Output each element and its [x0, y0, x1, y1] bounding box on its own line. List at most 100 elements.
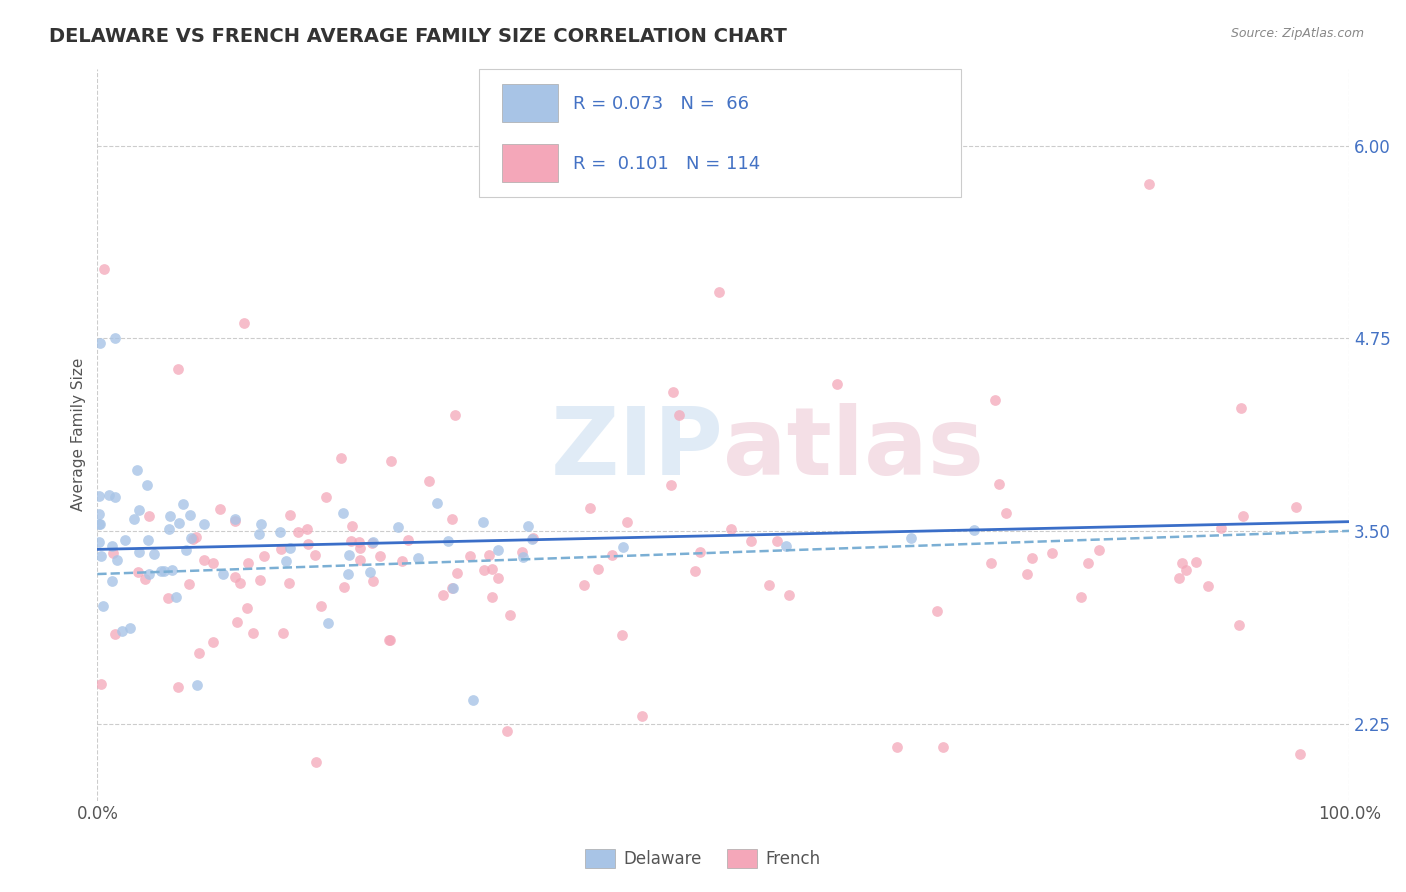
Point: [93, 261, 115, 276]
Text: DELAWARE VS FRENCH AVERAGE FAMILY SIZE CORRELATION CHART: DELAWARE VS FRENCH AVERAGE FAMILY SIZE C…: [49, 27, 787, 45]
Point: [361, 534, 384, 549]
Point: [925, 604, 948, 618]
Point: [224, 512, 246, 526]
Point: [114, 533, 136, 547]
Point: [233, 316, 256, 330]
Point: [333, 580, 356, 594]
Point: [278, 575, 301, 590]
Point: [458, 549, 481, 564]
Point: [297, 536, 319, 550]
Point: [659, 478, 682, 492]
Point: [224, 570, 246, 584]
Point: [758, 578, 780, 592]
Point: [127, 565, 149, 579]
Point: [136, 533, 159, 548]
Point: [159, 508, 181, 523]
Point: [287, 525, 309, 540]
Point: [209, 502, 232, 516]
Point: [226, 615, 249, 630]
Point: [1137, 177, 1160, 191]
Point: [165, 591, 187, 605]
Point: [486, 571, 509, 585]
Point: [156, 591, 179, 606]
Point: [87, 516, 110, 531]
Point: [1088, 542, 1111, 557]
Y-axis label: Average Family Size: Average Family Size: [72, 358, 86, 511]
Point: [172, 497, 194, 511]
Point: [522, 531, 544, 545]
Point: [179, 508, 201, 523]
Point: [270, 542, 292, 557]
Point: [368, 549, 391, 564]
Point: [274, 554, 297, 568]
Point: [987, 476, 1010, 491]
Point: [201, 557, 224, 571]
Point: [707, 285, 730, 299]
Point: [122, 511, 145, 525]
Point: [167, 680, 190, 694]
Point: [387, 520, 409, 534]
Point: [249, 517, 271, 532]
Point: [496, 724, 519, 739]
Point: [586, 562, 609, 576]
Point: [516, 518, 538, 533]
Point: [1070, 590, 1092, 604]
Point: [104, 627, 127, 641]
Point: [522, 532, 544, 546]
Point: [900, 531, 922, 545]
Point: [224, 514, 246, 528]
Point: [461, 693, 484, 707]
Point: [361, 535, 384, 549]
Point: [101, 574, 124, 589]
Point: [305, 755, 328, 769]
Point: [242, 625, 264, 640]
Point: [446, 566, 468, 580]
Point: [778, 588, 800, 602]
Point: [177, 576, 200, 591]
Point: [304, 549, 326, 563]
Point: [1227, 617, 1250, 632]
Point: [98, 488, 121, 502]
Point: [153, 564, 176, 578]
FancyBboxPatch shape: [479, 69, 962, 196]
Point: [128, 545, 150, 559]
Point: [631, 709, 654, 723]
Point: [1289, 747, 1312, 762]
Point: [995, 507, 1018, 521]
Point: [91, 599, 114, 613]
Point: [612, 540, 634, 554]
Point: [269, 525, 291, 540]
Point: [136, 477, 159, 491]
Point: [683, 564, 706, 578]
Point: [174, 542, 197, 557]
Point: [478, 548, 501, 562]
Point: [229, 576, 252, 591]
Point: [89, 335, 111, 350]
Point: [253, 549, 276, 563]
Point: [689, 545, 711, 559]
Point: [247, 526, 270, 541]
Point: [1230, 401, 1253, 415]
Point: [391, 554, 413, 568]
Point: [211, 567, 233, 582]
Point: [184, 530, 207, 544]
Point: [668, 409, 690, 423]
Point: [316, 616, 339, 631]
Point: [340, 518, 363, 533]
Point: [127, 463, 149, 477]
Point: [1232, 508, 1254, 523]
Point: [610, 628, 633, 642]
FancyBboxPatch shape: [502, 144, 558, 182]
Point: [984, 392, 1007, 407]
Point: [134, 572, 156, 586]
Point: [332, 506, 354, 520]
Point: [347, 534, 370, 549]
Point: [1211, 521, 1233, 535]
Point: [340, 533, 363, 548]
Point: [90, 676, 112, 690]
Point: [359, 565, 381, 579]
Point: [105, 553, 128, 567]
Point: [432, 588, 454, 602]
Point: [498, 608, 520, 623]
Point: [440, 512, 463, 526]
